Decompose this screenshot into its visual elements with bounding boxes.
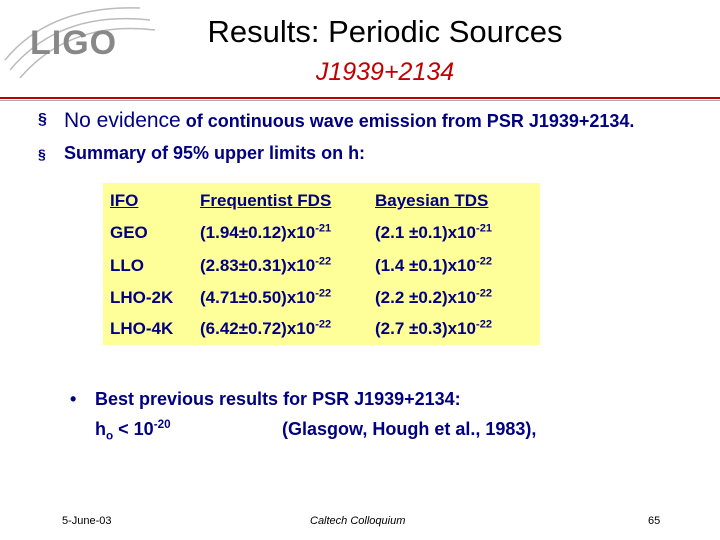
value: (2.1 ±0.1)x10: [375, 223, 477, 242]
exponent: -22: [476, 318, 492, 331]
exponent: -22: [476, 255, 492, 268]
symbol: h: [95, 419, 106, 439]
value: (1.4 ±0.1)x10: [375, 256, 477, 275]
logo: LIGO: [30, 24, 118, 62]
limit: < 10: [118, 419, 154, 439]
exponent: -21: [315, 222, 332, 235]
exponent: -22: [315, 255, 332, 268]
table-cell: (4.71±0.50)x10-22: [200, 288, 331, 308]
exponent: -22: [315, 287, 332, 300]
value: (4.71±0.50)x10: [200, 288, 316, 307]
value: (2.7 ±0.3)x10: [375, 319, 477, 338]
exponent: -22: [315, 318, 332, 331]
bullet-marker: §: [38, 111, 47, 128]
bullet-text: of continuous wave emission from PSR J19…: [185, 111, 635, 131]
value: (6.42±0.72)x10: [200, 319, 316, 338]
logo-graphic: [4, 7, 156, 79]
footer-page: 65: [648, 515, 661, 527]
table: IFO Frequentist FDS Bayesian TDS GEO (1.94±0…: [103, 183, 540, 345]
table-cell: GEO: [110, 223, 148, 242]
value: (1.94±0.12)x10: [200, 223, 316, 242]
table-cell: LHO-2K: [110, 288, 174, 307]
table-cell: LLO: [110, 256, 144, 275]
subscript: o: [106, 429, 114, 443]
footer-date: 5-June-03: [62, 515, 112, 527]
rule: [0, 100, 720, 101]
bullet-lead: No evidence: [64, 109, 181, 132]
table-cell: (2.7 ±0.3)x10-22: [375, 319, 492, 339]
subtitle: J1939+2134: [315, 58, 455, 86]
table-cell: LHO-4K: [110, 319, 174, 338]
table-cell: (1.4 ±0.1)x10-22: [375, 256, 492, 276]
exponent: -20: [153, 417, 171, 431]
bullet-marker: •: [70, 389, 77, 409]
title: Results: Periodic Sources: [207, 14, 563, 49]
previous-limit: ho < 10-20: [95, 417, 171, 443]
exponent: -22: [476, 287, 492, 300]
table-header: Bayesian TDS: [375, 191, 489, 210]
rule: [0, 97, 720, 99]
value: (2.2 ±0.2)x10: [375, 288, 477, 307]
table-cell: (2.1 ±0.1)x10-21: [375, 223, 492, 243]
table-cell: (2.2 ±0.2)x10-22: [375, 288, 492, 308]
bullet: No evidence of continuous wave emission …: [64, 109, 634, 133]
reference: (Glasgow, Hough et al., 1983),: [282, 419, 537, 439]
exponent: -21: [476, 222, 492, 235]
bullet-marker: §: [38, 146, 46, 162]
table-cell: (2.83±0.31)x10-22: [200, 256, 331, 276]
table-header: Frequentist FDS: [200, 191, 332, 210]
table-cell: (1.94±0.12)x10-21: [200, 223, 331, 243]
bullet-text: Best previous results for PSR J1939+2134…: [95, 389, 461, 409]
table-cell: (6.42±0.72)x10-22: [200, 319, 331, 339]
value: (2.83±0.31)x10: [200, 256, 316, 275]
table-header: IFO: [110, 191, 139, 210]
footer-venue: Caltech Colloquium: [310, 515, 406, 527]
bullet-text: Summary of 95% upper limits on h:: [64, 143, 366, 163]
